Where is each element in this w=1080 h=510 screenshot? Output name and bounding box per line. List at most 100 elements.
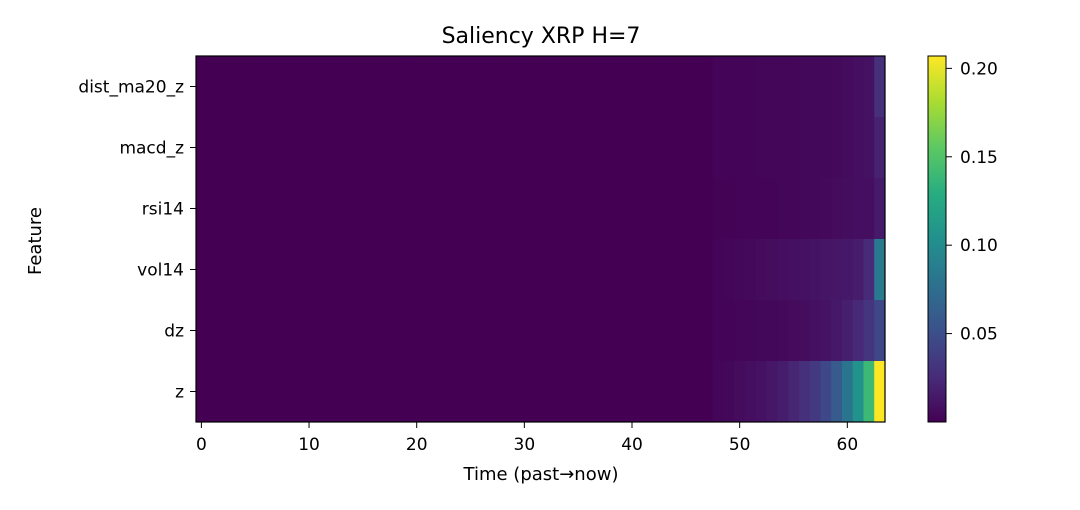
- heatmap-cell: [562, 300, 574, 362]
- heatmap-cell: [357, 300, 369, 362]
- heatmap-cell: [357, 239, 369, 301]
- x-tick-label: 20: [406, 435, 428, 455]
- heatmap-cell: [529, 300, 541, 362]
- heatmap-cell: [379, 56, 391, 118]
- x-tick-label: 10: [298, 435, 320, 455]
- heatmap-cell: [562, 361, 574, 423]
- heatmap-cell: [271, 300, 283, 362]
- heatmap-cell: [432, 239, 445, 301]
- heatmap-cell: [637, 300, 649, 362]
- heatmap-cell: [389, 117, 401, 179]
- heatmap-cell: [788, 117, 800, 179]
- heatmap-cell: [518, 361, 531, 423]
- heatmap-cell: [196, 178, 208, 240]
- heatmap-cell: [658, 117, 671, 179]
- heatmap-cell: [325, 300, 337, 362]
- x-tick-label: 0: [196, 435, 207, 455]
- heatmap-cell: [346, 300, 358, 362]
- heatmap-cell: [615, 117, 628, 179]
- heatmap-cell: [691, 117, 703, 179]
- heatmap-cell: [497, 178, 509, 240]
- heatmap-cell: [260, 56, 272, 118]
- heatmap-cell: [841, 361, 854, 423]
- heatmap-cell: [379, 300, 391, 362]
- heatmap-cell: [325, 117, 337, 179]
- heatmap-cell: [648, 117, 660, 179]
- colorbar-ticks: 0.05 0.10 0.15 0.20: [946, 59, 998, 345]
- heatmap-cell: [368, 117, 380, 179]
- heatmap-cell: [637, 361, 649, 423]
- heatmap-cell: [594, 56, 606, 118]
- heatmap-cell: [497, 300, 509, 362]
- heatmap-cell: [346, 239, 358, 301]
- heatmap-cell: [648, 361, 660, 423]
- heatmap-cell: [529, 56, 541, 118]
- heatmap-cell: [389, 239, 401, 301]
- heatmap-cell: [475, 300, 488, 362]
- heatmap-cell: [788, 361, 800, 423]
- heatmap-cell: [508, 178, 520, 240]
- heatmap-cell: [432, 56, 445, 118]
- heatmap-cell: [454, 361, 466, 423]
- heatmap-cell: [734, 361, 746, 423]
- heatmap-cell: [831, 117, 843, 179]
- heatmap-cell: [335, 300, 348, 362]
- heatmap-cell: [701, 117, 714, 179]
- colorbar-tick-label: 0.20: [960, 59, 998, 79]
- heatmap-cell: [874, 361, 886, 423]
- heatmap-cell: [411, 117, 423, 179]
- heatmap-cell: [615, 361, 628, 423]
- heatmap-cell: [658, 361, 671, 423]
- heatmap-cell: [745, 300, 757, 362]
- heatmap-cell: [798, 300, 811, 362]
- heatmap-cell: [841, 239, 854, 301]
- heatmap-cell: [400, 178, 412, 240]
- heatmap-cell: [217, 56, 229, 118]
- heatmap-cell: [551, 178, 563, 240]
- heatmap-cell: [809, 56, 821, 118]
- heatmap-cell: [669, 178, 681, 240]
- y-tick-label: dist_ma20_z: [78, 78, 184, 98]
- heatmap-cell: [583, 300, 595, 362]
- heatmap-cell: [626, 300, 638, 362]
- heatmap-cell: [551, 56, 563, 118]
- heatmap-cell: [874, 178, 886, 240]
- heatmap-cell: [626, 56, 638, 118]
- heatmap-cell: [368, 239, 380, 301]
- heatmap-cell: [379, 117, 391, 179]
- heatmap-cell: [540, 117, 552, 179]
- heatmap-cell: [486, 117, 498, 179]
- heatmap-cell: [831, 300, 843, 362]
- heatmap-cell: [562, 56, 574, 118]
- heatmap-cell: [680, 239, 692, 301]
- heatmap-cell: [701, 300, 714, 362]
- heatmap-cell: [712, 361, 724, 423]
- heatmap-cell: [389, 178, 401, 240]
- heatmap-cell: [820, 300, 832, 362]
- heatmap-cell: [260, 300, 272, 362]
- heatmap-cell: [314, 239, 326, 301]
- heatmap-cell: [314, 117, 326, 179]
- heatmap-cell: [475, 361, 488, 423]
- heatmap-cell: [615, 56, 628, 118]
- heatmap-cell: [411, 56, 423, 118]
- heatmap-cell: [680, 300, 692, 362]
- heatmap-cell: [809, 239, 821, 301]
- heatmap-cell: [809, 361, 821, 423]
- heatmap-cell: [260, 117, 272, 179]
- heatmap-cell: [594, 117, 606, 179]
- heatmap-cell: [379, 178, 391, 240]
- heatmap-cell: [325, 361, 337, 423]
- heatmap-cell: [325, 56, 337, 118]
- heatmap-cell: [206, 117, 218, 179]
- heatmap-cell: [852, 239, 864, 301]
- heatmap-cell: [497, 117, 509, 179]
- heatmap-cell: [605, 239, 617, 301]
- heatmap-cell: [475, 178, 488, 240]
- heatmap-cell: [841, 117, 854, 179]
- heatmap-cell: [648, 300, 660, 362]
- heatmap-cell: [303, 117, 315, 179]
- heatmap-cell: [292, 56, 305, 118]
- heatmap-cell: [820, 178, 832, 240]
- heatmap-cell: [357, 56, 369, 118]
